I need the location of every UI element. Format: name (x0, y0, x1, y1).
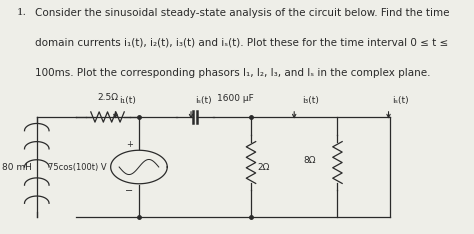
Text: 8Ω: 8Ω (303, 156, 316, 165)
Text: i₁(t): i₁(t) (119, 96, 136, 105)
Text: iₛ(t): iₛ(t) (195, 96, 211, 105)
Text: +: + (126, 140, 133, 149)
Text: iₛ(t): iₛ(t) (392, 96, 409, 105)
Text: 80 mH: 80 mH (2, 162, 32, 172)
Text: 75cos(100t) V: 75cos(100t) V (48, 162, 107, 172)
Text: −: − (125, 186, 133, 196)
Text: domain currents i₁(t), i₂(t), i₃(t) and iₛ(t). Plot these for the time interval : domain currents i₁(t), i₂(t), i₃(t) and … (35, 38, 448, 48)
Text: 1.: 1. (16, 8, 26, 17)
Text: 1600 μF: 1600 μF (217, 94, 253, 102)
Text: 2Ω: 2Ω (257, 162, 269, 172)
Text: i₃(t): i₃(t) (302, 96, 319, 105)
Text: 100ms. Plot the corresponding phasors I₁, I₂, I₃, and Iₛ in the complex plane.: 100ms. Plot the corresponding phasors I₁… (35, 68, 430, 78)
Text: 2.5Ω: 2.5Ω (97, 93, 118, 102)
Text: Consider the sinusoidal steady-state analysis of the circuit below. Find the tim: Consider the sinusoidal steady-state ana… (35, 8, 449, 18)
